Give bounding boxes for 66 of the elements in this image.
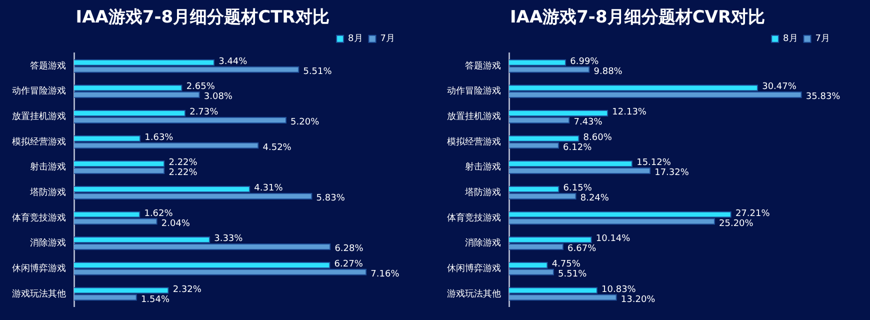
- y-tick-label: 动作冒险游戏: [447, 86, 501, 97]
- legend-label: 7月: [815, 34, 830, 44]
- data-label: 5.51%: [558, 269, 588, 280]
- data-label: 2.73%: [190, 108, 219, 118]
- y-tick-label: 消除游戏: [30, 238, 66, 249]
- legend-label: 8月: [348, 34, 363, 44]
- y-tick-label: 游戏玩法其他: [447, 288, 501, 300]
- data-label: 2.04%: [161, 218, 190, 229]
- data-label: 6.67%: [568, 244, 597, 254]
- data-label: 15.12%: [636, 158, 672, 168]
- data-label: 4.52%: [262, 142, 292, 153]
- data-label: 6.28%: [334, 244, 364, 254]
- data-label: 13.20%: [620, 294, 656, 305]
- y-tick-label: 动作冒险游戏: [12, 86, 66, 97]
- y-tick-label: 答题游戏: [30, 60, 66, 72]
- data-label: 6.27%: [334, 259, 364, 270]
- data-label: 2.22%: [168, 168, 198, 178]
- data-label: 5.51%: [303, 66, 332, 77]
- data-label: 9.88%: [594, 66, 623, 77]
- y-tick-label: 塔防游戏: [464, 187, 501, 198]
- chart-title: IAA游戏7-8月细分题材CTR对比: [76, 8, 330, 28]
- legend-label: 7月: [380, 34, 396, 44]
- y-tick-label: 塔防游戏: [29, 187, 66, 198]
- data-label: 10.14%: [596, 234, 631, 244]
- y-tick-label: 放置挂机游戏: [12, 111, 66, 122]
- legend-label: 8月: [783, 34, 798, 44]
- data-label: 3.44%: [218, 56, 248, 67]
- data-label: 3.33%: [214, 234, 244, 244]
- data-label: 6.12%: [563, 142, 592, 153]
- y-tick-label: 体育竞技游戏: [447, 212, 501, 224]
- data-label: 5.20%: [290, 118, 320, 128]
- data-label: 7.16%: [370, 269, 400, 280]
- data-label: 2.65%: [186, 82, 216, 92]
- data-label: 1.62%: [144, 208, 174, 219]
- data-label: 27.21%: [735, 208, 770, 219]
- data-label: 4.31%: [254, 184, 284, 194]
- data-label: 17.32%: [654, 168, 690, 178]
- data-label: 2.32%: [172, 284, 202, 295]
- data-label: 5.83%: [316, 193, 346, 204]
- y-tick-label: 答题游戏: [465, 60, 501, 72]
- y-tick-label: 休闲博弈游戏: [447, 262, 501, 274]
- data-label: 30.47%: [762, 82, 797, 92]
- y-tick-label: 射击游戏: [30, 162, 66, 173]
- data-label: 4.75%: [552, 259, 581, 270]
- y-tick-label: 体育竞技游戏: [12, 212, 66, 224]
- data-label: 35.83%: [806, 92, 841, 102]
- data-label: 12.13%: [612, 108, 647, 118]
- data-label: 1.63%: [144, 132, 174, 143]
- data-label: 8.24%: [580, 193, 610, 204]
- data-label: 6.99%: [570, 56, 600, 67]
- y-tick-label: 消除游戏: [465, 238, 501, 249]
- data-label: 6.15%: [563, 184, 592, 194]
- data-label: 3.08%: [204, 92, 233, 102]
- data-label: 2.22%: [168, 158, 198, 168]
- y-tick-label: 游戏玩法其他: [12, 288, 66, 300]
- data-label: 8.60%: [583, 132, 612, 143]
- data-label: 1.54%: [140, 294, 170, 305]
- y-tick-label: 射击游戏: [465, 162, 501, 173]
- y-tick-label: 模拟经营游戏: [12, 136, 66, 148]
- data-label: 10.83%: [602, 284, 636, 295]
- data-label: 7.43%: [574, 118, 603, 128]
- data-label: 25.20%: [719, 218, 754, 229]
- y-tick-label: 休闲博弈游戏: [12, 262, 66, 274]
- y-tick-label: 放置挂机游戏: [447, 111, 501, 122]
- y-tick-label: 模拟经营游戏: [447, 136, 501, 148]
- chart-title: IAA游戏7-8月细分题材CVR对比: [510, 8, 766, 28]
